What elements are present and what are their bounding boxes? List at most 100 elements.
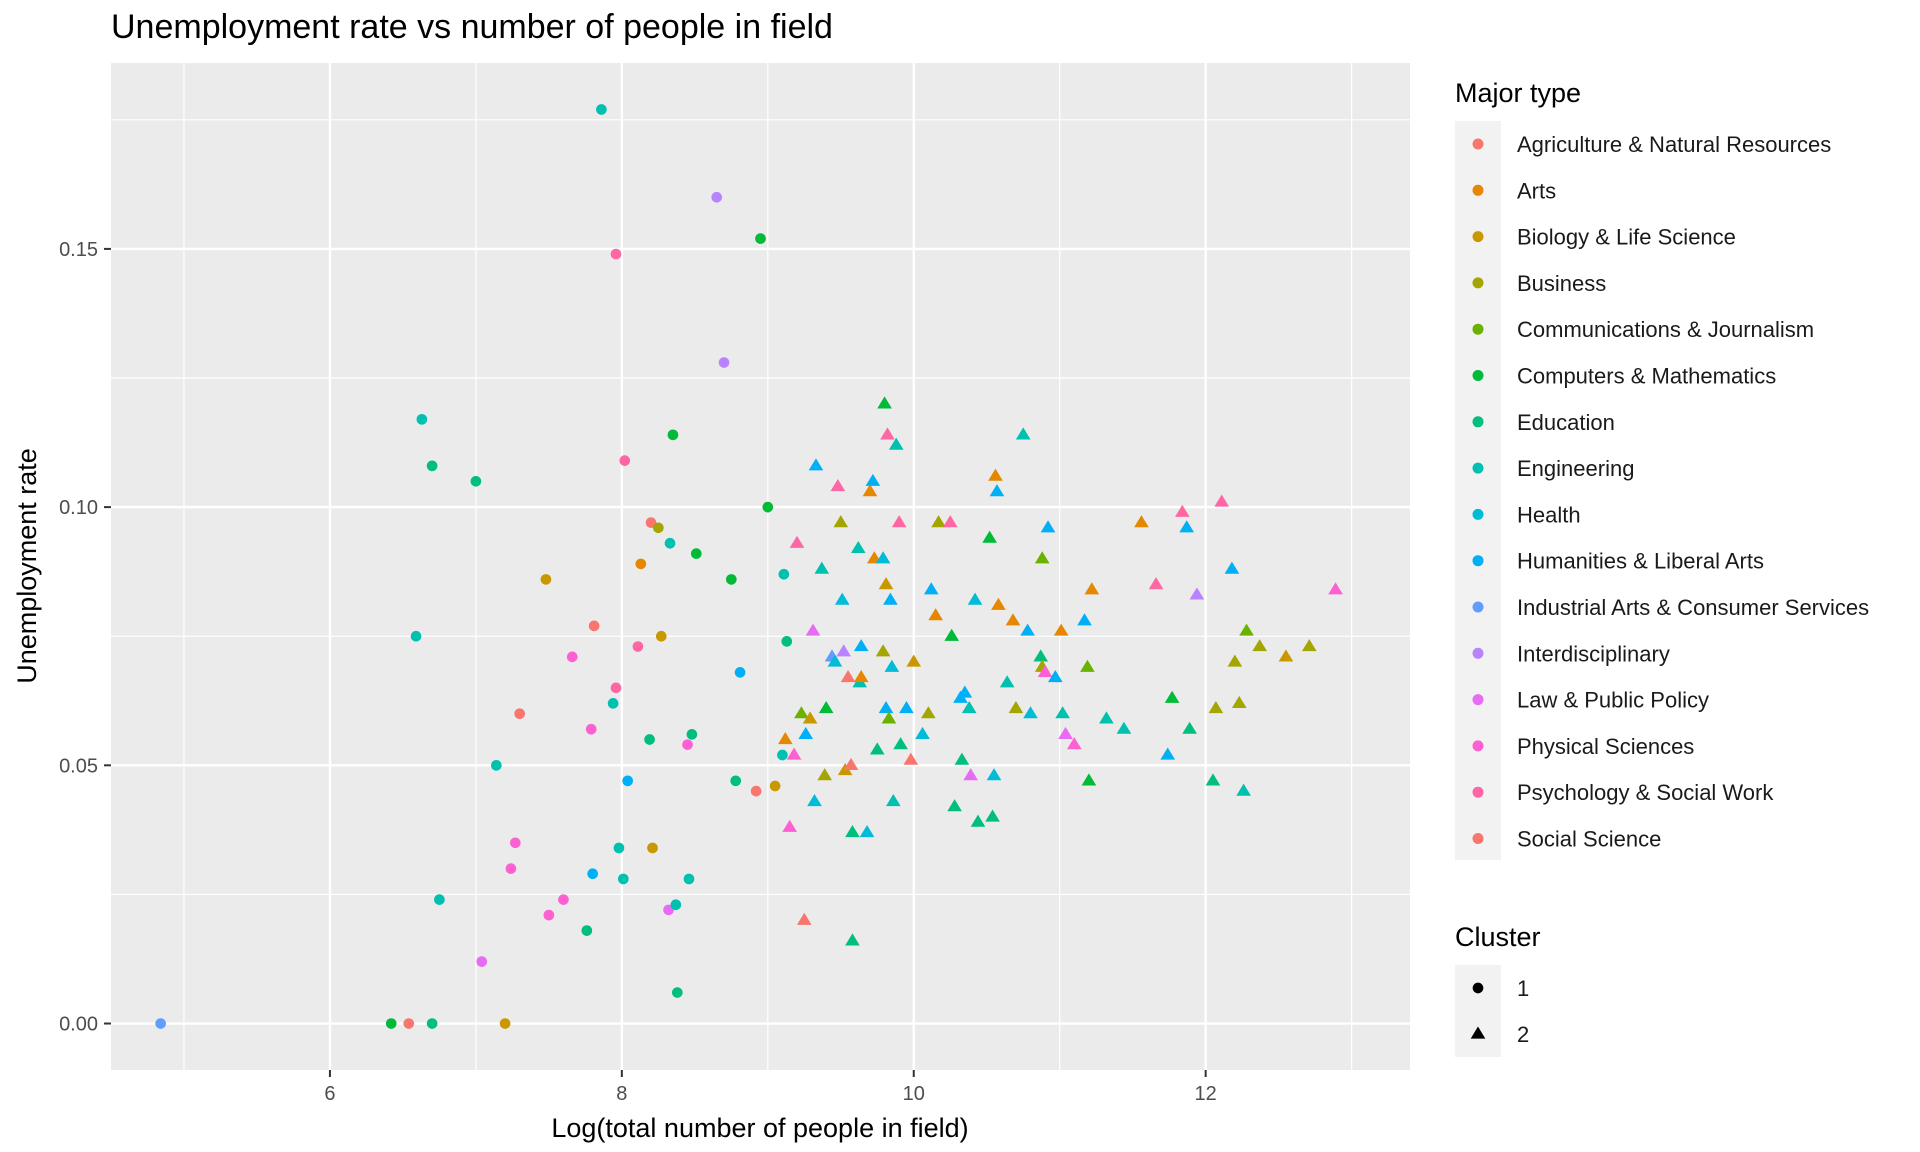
color-legend-item: Engineering <box>1472 456 1634 481</box>
data-point <box>686 729 698 740</box>
data-point <box>434 894 445 905</box>
data-point <box>884 659 900 672</box>
data-point <box>1034 551 1050 564</box>
color-legend-title: Major type <box>1455 78 1581 108</box>
y-axis: 0.00 0.05 0.10 0.15 <box>59 239 111 1036</box>
x-tick-label: 8 <box>616 1083 627 1105</box>
data-point <box>1189 587 1205 600</box>
shape-legend-label: 2 <box>1517 1022 1529 1047</box>
x-axis: 6 8 10 12 <box>324 1070 1217 1105</box>
data-point <box>808 458 824 471</box>
data-point <box>670 899 682 911</box>
data-point <box>999 675 1015 688</box>
data-point <box>991 597 1006 610</box>
data-point <box>682 739 693 750</box>
x-tick-label: 6 <box>324 1083 335 1105</box>
color-legend-item: Social Science <box>1472 827 1661 852</box>
color-legend-item: Interdisciplinary <box>1472 641 1670 666</box>
data-point <box>798 726 814 739</box>
color-legend-item: Industrial Arts & Consumer Services <box>1472 595 1869 620</box>
data-point <box>1148 577 1164 590</box>
data-point <box>845 933 860 946</box>
data-point <box>1005 613 1021 626</box>
data-point <box>903 752 919 765</box>
data-point <box>664 537 676 549</box>
data-point <box>830 478 846 492</box>
data-point <box>769 780 781 792</box>
color-legend-label: Law & Public Policy <box>1517 688 1709 713</box>
data-point <box>587 868 598 880</box>
data-point <box>410 630 422 642</box>
data-point <box>509 837 521 849</box>
data-point <box>690 548 702 559</box>
shape-legend-item: 1 <box>1472 976 1529 1001</box>
data-point <box>817 768 833 781</box>
data-point <box>619 455 631 466</box>
data-point <box>827 654 843 667</box>
data-point <box>596 104 607 115</box>
data-point <box>566 651 578 663</box>
data-point <box>777 732 793 745</box>
data-point <box>667 429 679 441</box>
data-point <box>906 654 922 667</box>
data-points <box>155 104 1343 1029</box>
data-point <box>970 814 986 827</box>
data-point <box>891 515 907 528</box>
data-point <box>1208 701 1224 714</box>
data-point <box>655 630 667 642</box>
color-legend-item: Computers & Mathematics <box>1472 364 1776 389</box>
data-point <box>1066 737 1082 750</box>
y-tick-label: 0.15 <box>59 239 98 261</box>
data-point <box>818 701 834 714</box>
color-legend-label: Physical Sciences <box>1517 734 1694 759</box>
color-legend-key <box>1472 462 1484 474</box>
shape-legend-label: 1 <box>1517 976 1529 1001</box>
chart-title: Unemployment rate vs number of people in… <box>111 8 833 46</box>
data-point <box>1236 783 1251 796</box>
color-legend-label: Health <box>1517 502 1581 527</box>
data-point <box>786 747 802 760</box>
data-point <box>1239 623 1254 636</box>
data-point <box>778 568 790 580</box>
x-axis-title: Log(total number of people in field) <box>551 1113 968 1143</box>
color-legend-item: Education <box>1472 410 1615 435</box>
data-point <box>416 413 428 425</box>
data-point <box>1055 706 1070 719</box>
color-legend-key <box>1472 601 1484 613</box>
data-point <box>931 515 946 528</box>
color-legend-item: Psychology & Social Work <box>1472 780 1774 805</box>
data-point <box>490 759 502 771</box>
color-legend-key <box>1472 833 1484 844</box>
data-point <box>1077 613 1092 626</box>
data-point <box>877 396 892 409</box>
data-point <box>622 775 634 787</box>
data-point <box>853 670 869 683</box>
data-point <box>789 535 805 548</box>
data-point <box>581 925 593 936</box>
data-point <box>1048 670 1063 683</box>
color-legend-item: Physical Sciences <box>1472 734 1694 759</box>
data-point <box>1015 427 1031 440</box>
color-legend-key <box>1472 416 1484 428</box>
color-legend-label: Engineering <box>1517 456 1634 481</box>
data-point <box>865 473 881 486</box>
data-point <box>944 628 960 641</box>
data-point <box>921 706 936 719</box>
plot-panel <box>111 63 1410 1070</box>
data-point <box>617 873 629 885</box>
color-legend-label: Biology & Life Science <box>1517 225 1736 250</box>
shape-legend-title: Cluster <box>1455 922 1541 952</box>
data-point <box>862 484 878 497</box>
data-point <box>814 561 830 574</box>
data-point <box>1058 726 1073 739</box>
color-legend-label: Agriculture & Natural Resources <box>1517 132 1831 157</box>
data-point <box>1116 721 1132 734</box>
data-point <box>514 708 526 720</box>
major-gridlines <box>111 63 1410 1070</box>
data-point <box>1084 582 1100 595</box>
color-legend-key <box>1472 647 1484 659</box>
data-point <box>1164 690 1180 703</box>
color-legend-item: Biology & Life Science <box>1472 225 1736 250</box>
data-point <box>671 987 683 998</box>
color-legend-key <box>1472 508 1484 520</box>
